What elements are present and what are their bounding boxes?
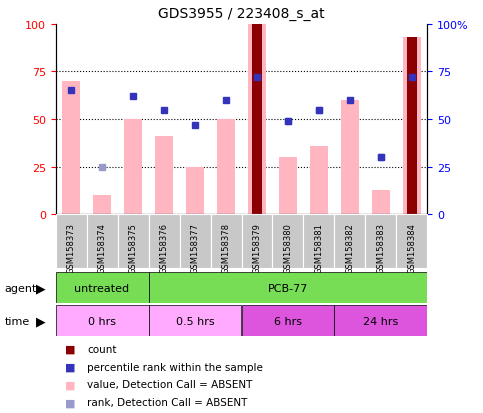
- Bar: [155, 137, 173, 215]
- Text: GSM158373: GSM158373: [67, 223, 75, 274]
- Bar: [149, 273, 427, 304]
- Text: GSM158382: GSM158382: [345, 223, 355, 273]
- Text: rank, Detection Call = ABSENT: rank, Detection Call = ABSENT: [87, 397, 247, 407]
- Bar: [211, 215, 242, 268]
- Bar: [397, 215, 427, 268]
- Text: 0.5 hrs: 0.5 hrs: [176, 316, 214, 326]
- Bar: [149, 306, 242, 337]
- Text: 24 hrs: 24 hrs: [363, 316, 398, 326]
- Text: 0 hrs: 0 hrs: [88, 316, 116, 326]
- Text: ▶: ▶: [36, 282, 46, 294]
- Text: GSM158377: GSM158377: [190, 223, 199, 274]
- Bar: [124, 120, 142, 215]
- Text: percentile rank within the sample: percentile rank within the sample: [87, 362, 263, 372]
- Bar: [242, 215, 272, 268]
- Text: untreated: untreated: [74, 283, 129, 293]
- Text: GSM158379: GSM158379: [253, 223, 261, 273]
- Bar: [56, 306, 149, 337]
- Text: ■: ■: [65, 362, 76, 372]
- Bar: [407, 38, 417, 215]
- Bar: [217, 120, 235, 215]
- Text: value, Detection Call = ABSENT: value, Detection Call = ABSENT: [87, 380, 252, 389]
- Text: GSM158384: GSM158384: [408, 223, 416, 273]
- Text: ▶: ▶: [36, 315, 46, 328]
- Text: GSM158376: GSM158376: [159, 223, 169, 274]
- Bar: [252, 25, 262, 215]
- Text: GSM158381: GSM158381: [314, 223, 324, 273]
- Text: GSM158378: GSM158378: [222, 223, 230, 274]
- Title: GDS3955 / 223408_s_at: GDS3955 / 223408_s_at: [158, 7, 325, 21]
- Bar: [117, 215, 149, 268]
- Bar: [248, 25, 266, 215]
- Bar: [341, 101, 359, 215]
- Text: count: count: [87, 344, 116, 354]
- Text: ■: ■: [65, 380, 76, 389]
- Bar: [149, 215, 180, 268]
- Text: 6 hrs: 6 hrs: [274, 316, 302, 326]
- Text: GSM158374: GSM158374: [98, 223, 107, 273]
- Text: time: time: [5, 316, 30, 326]
- Bar: [310, 146, 328, 215]
- Text: agent: agent: [5, 283, 37, 293]
- Bar: [334, 215, 366, 268]
- Text: GSM158375: GSM158375: [128, 223, 138, 273]
- Bar: [186, 167, 204, 215]
- Bar: [56, 273, 149, 304]
- Text: ■: ■: [65, 397, 76, 407]
- Bar: [242, 306, 334, 337]
- Bar: [279, 158, 297, 215]
- Text: PCB-77: PCB-77: [268, 283, 308, 293]
- Bar: [372, 190, 390, 215]
- Bar: [86, 215, 117, 268]
- Bar: [180, 215, 211, 268]
- Bar: [366, 215, 397, 268]
- Text: ■: ■: [65, 344, 76, 354]
- Bar: [62, 82, 80, 215]
- Bar: [334, 306, 427, 337]
- Bar: [272, 215, 303, 268]
- Bar: [56, 215, 86, 268]
- Bar: [93, 196, 112, 215]
- Bar: [303, 215, 334, 268]
- Text: GSM158383: GSM158383: [376, 223, 385, 274]
- Bar: [403, 38, 421, 215]
- Text: GSM158380: GSM158380: [284, 223, 293, 273]
